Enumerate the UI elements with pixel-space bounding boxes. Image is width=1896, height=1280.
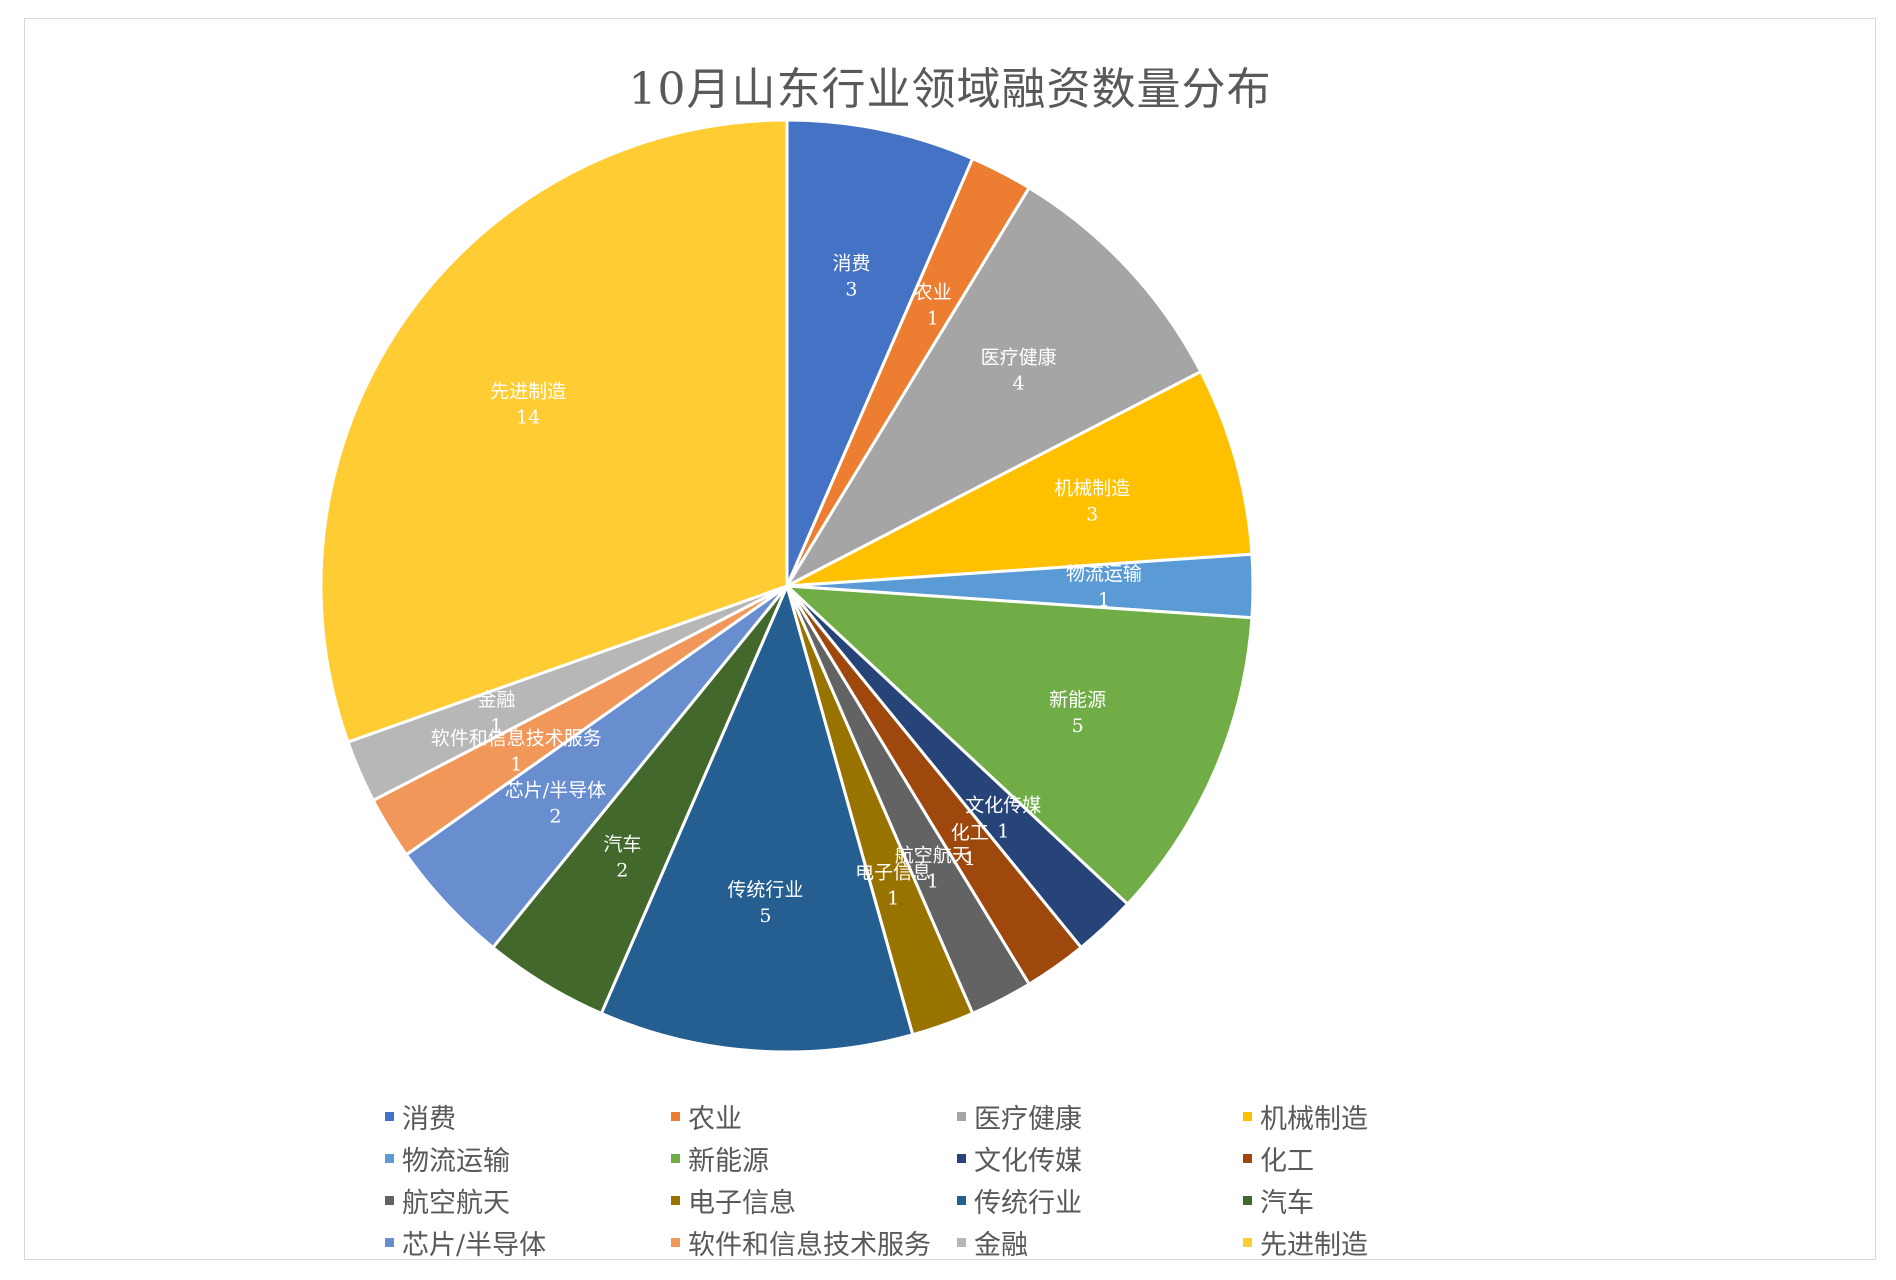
legend-item-13: 软件和信息技术服务 bbox=[671, 1227, 957, 1261]
legend-swatch bbox=[385, 1237, 394, 1247]
legend-swatch bbox=[671, 1111, 680, 1121]
chart-legend: 消费 农业 医疗健康 机械制造物流运输 新能源 文化传媒 化工航空航天 电子信息 传统行业 汽车芯… bbox=[385, 1101, 1585, 1261]
legend-item-8: 航空航天 bbox=[385, 1185, 671, 1219]
slice-label-value-8: 1 bbox=[927, 870, 939, 892]
legend-label: 芯片/半导体 bbox=[402, 1229, 547, 1261]
legend-item-4: 物流运输 bbox=[385, 1143, 671, 1177]
legend-label: 传统行业 bbox=[974, 1187, 1082, 1219]
slice-label-category-13: 软件和信息技术服务 bbox=[431, 728, 602, 750]
legend-item-15: 先进制造 bbox=[1243, 1227, 1529, 1261]
slice-label-value-14: 1 bbox=[490, 715, 502, 737]
legend-swatch bbox=[1243, 1195, 1252, 1205]
legend-swatch bbox=[1243, 1111, 1252, 1121]
legend-swatch bbox=[1243, 1153, 1252, 1163]
pie-slice-3 bbox=[786, 369, 1254, 588]
slice-label-category-11: 汽车 bbox=[603, 834, 641, 856]
legend-item-0: 消费 bbox=[385, 1101, 671, 1135]
legend-swatch bbox=[385, 1111, 394, 1121]
legend-item-2: 医疗健康 bbox=[957, 1101, 1243, 1135]
legend-label: 文化传媒 bbox=[974, 1145, 1082, 1177]
legend-label: 消费 bbox=[402, 1103, 456, 1135]
legend-label: 化工 bbox=[1260, 1145, 1314, 1177]
legend-label: 机械制造 bbox=[1260, 1103, 1368, 1135]
legend-item-5: 新能源 bbox=[671, 1143, 957, 1177]
slice-label-category-10: 传统行业 bbox=[727, 879, 803, 901]
legend-item-12: 芯片/半导体 bbox=[385, 1227, 671, 1261]
slice-label-category-2: 医疗健康 bbox=[981, 347, 1057, 369]
legend-swatch bbox=[385, 1195, 394, 1205]
slice-label-value-0: 3 bbox=[845, 279, 857, 301]
pie-slice-5 bbox=[782, 584, 1254, 907]
slice-label-category-14: 金融 bbox=[477, 689, 515, 711]
legend-label: 金融 bbox=[974, 1229, 1028, 1261]
legend-swatch bbox=[957, 1153, 966, 1163]
slice-label-value-11: 2 bbox=[616, 860, 628, 882]
legend-item-10: 传统行业 bbox=[957, 1185, 1243, 1219]
slice-label-category-8: 航空航天 bbox=[895, 844, 971, 866]
legend-item-7: 化工 bbox=[1243, 1143, 1529, 1177]
slice-label-value-4: 1 bbox=[1098, 589, 1110, 611]
legend-label: 航空航天 bbox=[402, 1187, 510, 1219]
legend-item-1: 农业 bbox=[671, 1101, 957, 1135]
legend-swatch bbox=[671, 1195, 680, 1205]
legend-label: 医疗健康 bbox=[974, 1103, 1082, 1135]
legend-swatch bbox=[385, 1153, 394, 1163]
slice-label-value-7: 1 bbox=[964, 848, 976, 870]
slice-label-value-5: 5 bbox=[1072, 715, 1084, 737]
pie-slices bbox=[319, 118, 1255, 1054]
slice-label-category-3: 机械制造 bbox=[1054, 478, 1130, 500]
pie-slice-2 bbox=[782, 185, 1203, 590]
slice-label-value-6: 1 bbox=[997, 821, 1009, 843]
legend-item-9: 电子信息 bbox=[671, 1185, 957, 1219]
slice-label-category-15: 先进制造 bbox=[490, 380, 566, 402]
legend-label: 软件和信息技术服务 bbox=[688, 1229, 931, 1261]
chart-title: 10月山东行业领域融资数量分布 bbox=[628, 64, 1272, 115]
legend-item-11: 汽车 bbox=[1243, 1185, 1529, 1219]
legend-item-14: 金融 bbox=[957, 1227, 1243, 1261]
slice-label-category-0: 消费 bbox=[832, 253, 870, 275]
legend-label: 电子信息 bbox=[688, 1187, 796, 1219]
slice-label-value-10: 5 bbox=[759, 905, 771, 927]
legend-swatch bbox=[671, 1237, 680, 1247]
slice-label-category-1: 农业 bbox=[914, 282, 952, 304]
slice-label-category-7: 化工 bbox=[951, 822, 989, 844]
slice-label-value-3: 3 bbox=[1086, 504, 1098, 526]
slice-label-value-1: 1 bbox=[927, 308, 939, 330]
legend-label: 先进制造 bbox=[1260, 1229, 1368, 1261]
slice-label-category-4: 物流运输 bbox=[1066, 563, 1142, 585]
chart-frame: 10月山东行业领域融资数量分布 消费 3 农业 1 医疗健康 4 机械制造 3 物流运输 1 新能源… bbox=[24, 18, 1876, 1261]
slice-label-category-5: 新能源 bbox=[1049, 689, 1106, 711]
slice-label-category-12: 芯片/半导体 bbox=[505, 779, 606, 801]
legend-label: 新能源 bbox=[688, 1145, 769, 1177]
legend-swatch bbox=[957, 1237, 966, 1247]
legend-item-3: 机械制造 bbox=[1243, 1101, 1529, 1135]
slice-label-category-6: 文化传媒 bbox=[965, 795, 1041, 817]
pie-slice-15 bbox=[319, 118, 789, 744]
legend-swatch bbox=[1243, 1237, 1252, 1247]
legend-swatch bbox=[957, 1111, 966, 1121]
legend-label: 汽车 bbox=[1260, 1187, 1314, 1219]
legend-swatch bbox=[671, 1153, 680, 1163]
pie-slice-0 bbox=[785, 118, 975, 587]
slice-label-value-13: 1 bbox=[510, 754, 522, 776]
slice-label-value-9: 1 bbox=[887, 888, 899, 910]
slice-label-category-9: 电子信息 bbox=[855, 862, 931, 884]
slice-label-value-15: 14 bbox=[516, 406, 540, 428]
slice-label-value-12: 2 bbox=[549, 805, 561, 827]
legend-label: 物流运输 bbox=[402, 1145, 510, 1177]
pie-chart: 消费3 农业1医疗健康4机械制造3物流运输1新能源5文化传媒1化工1航空航天1电子… bbox=[319, 118, 1255, 1054]
pie-slice-10 bbox=[599, 581, 915, 1054]
legend-item-6: 文化传媒 bbox=[957, 1143, 1243, 1177]
pie-data-labels: 消费3 农业1医疗健康4机械制造3物流运输1新能源5文化传媒1化工1航空航天1电子… bbox=[431, 253, 1142, 927]
slice-label-value-2: 4 bbox=[1013, 373, 1025, 395]
legend-swatch bbox=[957, 1195, 966, 1205]
legend-label: 农业 bbox=[688, 1103, 742, 1135]
